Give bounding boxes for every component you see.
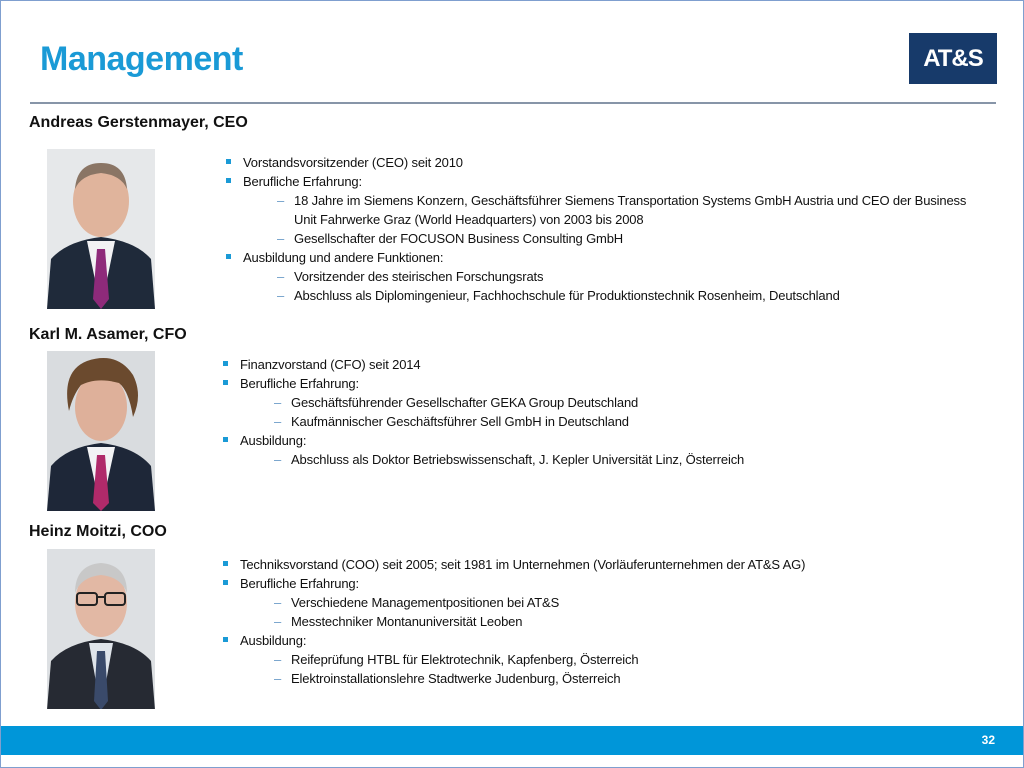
bullet-item: Ausbildung:	[223, 631, 983, 650]
page-number: 32	[981, 733, 995, 747]
dash-marker: –	[277, 269, 285, 284]
sub-bullet-item: – Reifeprüfung HTBL für Elektrotechnik, K…	[223, 650, 983, 669]
dash-marker: –	[274, 671, 282, 686]
sub-bullet-item: – Abschluss als Doktor Betriebswissenscha…	[223, 450, 983, 469]
item-text: Ausbildung und andere Funktionen:	[243, 250, 444, 265]
bio-list-coo: Techniksvorstand (COO) seit 2005; seit 1…	[223, 555, 983, 688]
bullet-item: Techniksvorstand (COO) seit 2005; seit 1…	[223, 555, 983, 574]
item-text: Geschäftsführender Gesellschafter GEKA G…	[291, 395, 639, 410]
sub-bullet-item: –18 Jahre im Siemens Konzern, Geschäftsf…	[226, 191, 986, 229]
person-name-coo: Heinz Moitzi, COO	[29, 523, 167, 540]
item-text: Berufliche Erfahrung:	[240, 376, 359, 391]
item-text: Gesellschafter der FOCUSON Business Cons…	[294, 231, 624, 246]
dash-marker: –	[277, 288, 285, 303]
sub-bullet-item: – Elektroinstallationslehre Stadtwerke Ju…	[223, 669, 983, 688]
title-divider	[30, 102, 996, 104]
person-name-cfo: Karl M. Asamer, CFO	[29, 326, 187, 343]
item-text: Messtechniker Montanuniversität Leoben	[291, 614, 523, 629]
dash-marker: –	[277, 231, 285, 246]
item-text: Abschluss als Doktor Betriebswissenschaf…	[291, 452, 745, 467]
sub-bullet-item: – Abschluss als Diplomingenieur, Fachhoch…	[226, 286, 986, 305]
item-text: 18 Jahre im Siemens Konzern, Geschäftsfü…	[294, 193, 967, 227]
item-text: Berufliche Erfahrung:	[243, 174, 362, 189]
bullet-item: Berufliche Erfahrung:	[223, 374, 983, 393]
item-text: Kaufmännischer Geschäftsführer Sell GmbH…	[291, 414, 629, 429]
dash-marker: –	[277, 193, 285, 208]
sub-bullet-item: – Verschiedene Managementpositionen bei A…	[223, 593, 983, 612]
logo-text: AT&S	[923, 44, 984, 72]
bio-list-cfo: Finanzvorstand (CFO) seit 2014 Berufliche…	[223, 355, 983, 469]
item-text: Elektroinstallationslehre Stadtwerke Jud…	[291, 671, 621, 686]
item-text: Finanzvorstand (CFO) seit 2014	[240, 357, 421, 372]
item-text: Techniksvorstand (COO) seit 2005; seit 1…	[240, 557, 806, 572]
bio-list-ceo: Vorstandsvorsitzender (CEO) seit 2010 Ber…	[226, 153, 986, 305]
dash-marker: –	[274, 414, 282, 429]
sub-bullet-item: – Messtechniker Montanuniversität Leoben	[223, 612, 983, 631]
dash-marker: –	[274, 652, 282, 667]
dash-marker: –	[274, 452, 282, 467]
item-text: Vorsitzender des steirischen Forschungsr…	[294, 269, 544, 284]
item-text: Ausbildung:	[240, 433, 307, 448]
bullet-item: Berufliche Erfahrung:	[226, 172, 986, 191]
bullet-item: Vorstandsvorsitzender (CEO) seit 2010	[226, 153, 986, 172]
bullet-item: Ausbildung und andere Funktionen:	[226, 248, 986, 267]
item-text: Ausbildung:	[240, 633, 307, 648]
item-text: Verschiedene Managementpositionen bei AT…	[291, 595, 560, 610]
photo-cfo	[47, 351, 155, 511]
bullet-item: Finanzvorstand (CFO) seit 2014	[223, 355, 983, 374]
slide-title: Management	[40, 40, 243, 78]
item-text: Abschluss als Diplomingenieur, Fachhochs…	[294, 288, 840, 303]
footer-bar: 32	[1, 726, 1023, 755]
bullet-item: Ausbildung:	[223, 431, 983, 450]
ats-logo: AT&S	[909, 33, 997, 84]
sub-bullet-item: – Gesellschafter der FOCUSON Business Con…	[226, 229, 986, 248]
sub-bullet-item: – Vorsitzender des steirischen Forschungs…	[226, 267, 986, 286]
dash-marker: –	[274, 595, 282, 610]
photo-ceo	[47, 149, 155, 309]
sub-bullet-item: – Geschäftsführender Gesellschafter GEKA …	[223, 393, 983, 412]
item-text: Berufliche Erfahrung:	[240, 576, 359, 591]
sub-bullet-item: – Kaufmännischer Geschäftsführer Sell Gmb…	[223, 412, 983, 431]
photo-coo	[47, 549, 155, 709]
bullet-item: Berufliche Erfahrung:	[223, 574, 983, 593]
dash-marker: –	[274, 395, 282, 410]
person-name-ceo: Andreas Gerstenmayer, CEO	[29, 114, 248, 131]
item-text: Reifeprüfung HTBL für Elektrotechnik, Ka…	[291, 652, 639, 667]
item-text: Vorstandsvorsitzender (CEO) seit 2010	[243, 155, 463, 170]
dash-marker: –	[274, 614, 282, 629]
